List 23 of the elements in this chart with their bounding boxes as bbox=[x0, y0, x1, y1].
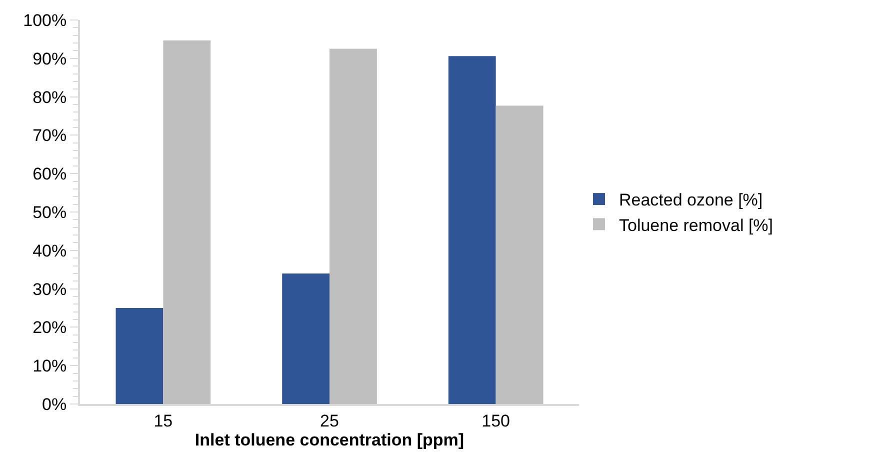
y-tick-label: 90% bbox=[32, 49, 67, 68]
x-tick-label: 15 bbox=[154, 411, 173, 430]
bar bbox=[282, 273, 330, 404]
y-tick-label: 30% bbox=[32, 280, 67, 299]
bar bbox=[496, 106, 544, 404]
y-tick-label: 0% bbox=[42, 394, 67, 414]
y-tick-label: 80% bbox=[32, 88, 67, 107]
y-tick-label: 100% bbox=[23, 10, 67, 30]
bar bbox=[116, 308, 164, 404]
legend-label: Toluene removal [%] bbox=[619, 216, 774, 235]
x-tick-label: 150 bbox=[482, 411, 510, 430]
bar bbox=[163, 40, 211, 404]
bar bbox=[330, 48, 377, 404]
y-tick-label: 40% bbox=[32, 241, 67, 260]
y-tick-label: 60% bbox=[32, 164, 67, 184]
y-tick-label: 20% bbox=[32, 318, 67, 338]
y-tick-label: 70% bbox=[32, 126, 67, 146]
x-axis-title: Inlet toluene concentration [ppm] bbox=[194, 430, 464, 450]
y-tick-label: 10% bbox=[32, 356, 67, 376]
legend-label: Reacted ozone [%] bbox=[619, 190, 763, 210]
x-tick-label: 25 bbox=[320, 411, 339, 430]
bar bbox=[448, 56, 496, 404]
y-tick-label: 50% bbox=[32, 202, 67, 222]
